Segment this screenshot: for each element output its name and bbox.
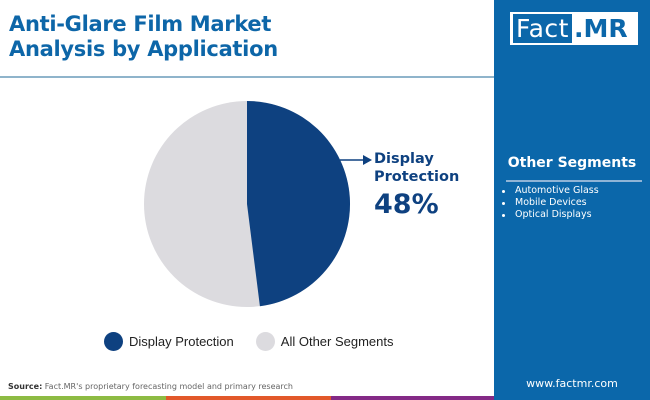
footer-bar-green	[0, 396, 166, 400]
other-segment-item: Mobile Devices	[502, 197, 599, 209]
brand-side-panel: Fact .MR Other Segments Automotive Glass…	[494, 0, 650, 400]
other-segment-item: Optical Displays	[502, 209, 599, 221]
other-segment-label: Mobile Devices	[515, 197, 587, 208]
callout-value: 48%	[374, 189, 439, 220]
footer-bar-purple	[331, 396, 494, 400]
other-segments-title: Other Segments	[507, 155, 637, 171]
callout-label: Display Protection	[374, 151, 460, 185]
footer-bar-orange	[166, 396, 331, 400]
pie-callout: Display Protection 48%	[374, 150, 474, 220]
chart-title-line-2: Analysis by Application	[9, 37, 278, 61]
callout-arrow-head-icon	[363, 155, 372, 165]
title-divider	[0, 76, 494, 78]
bullet-icon	[502, 201, 505, 205]
chart-title: Anti-Glare Film Market Analysis by Appli…	[9, 12, 278, 62]
logo-fact-text: Fact	[513, 14, 572, 43]
bullet-icon	[502, 213, 505, 217]
bullet-icon	[502, 189, 505, 193]
legend-item-display-protection: Display Protection	[104, 332, 234, 351]
factmr-logo: Fact .MR	[510, 12, 638, 45]
legend-swatch-dark-blue	[104, 332, 123, 351]
other-segment-label: Automotive Glass	[515, 185, 599, 196]
legend-item-all-other-segments: All Other Segments	[255, 332, 394, 351]
source-note: Source: Fact.MR's proprietary forecastin…	[8, 382, 293, 391]
source-text: Fact.MR's proprietary forecasting model …	[42, 382, 294, 391]
other-segment-item: Automotive Glass	[502, 185, 599, 197]
other-segments-divider	[506, 180, 642, 182]
chart-title-line-1: Anti-Glare Film Market	[9, 12, 272, 36]
website-link[interactable]: www.factmr.com	[526, 377, 618, 390]
other-segments-list: Automotive Glass Mobile Devices Optical …	[502, 185, 599, 221]
other-segment-label: Optical Displays	[515, 209, 592, 220]
chart-legend: Display Protection All Other Segments	[104, 332, 416, 351]
pie-chart	[144, 101, 372, 307]
legend-label: All Other Segments	[280, 334, 394, 349]
footer-color-bar	[0, 396, 494, 400]
legend-swatch-grey	[255, 332, 275, 351]
pie-slice-display-protection	[247, 101, 351, 307]
logo-mr-text: .MR	[573, 14, 628, 43]
legend-label: Display Protection	[129, 334, 234, 349]
source-label: Source:	[8, 382, 43, 391]
